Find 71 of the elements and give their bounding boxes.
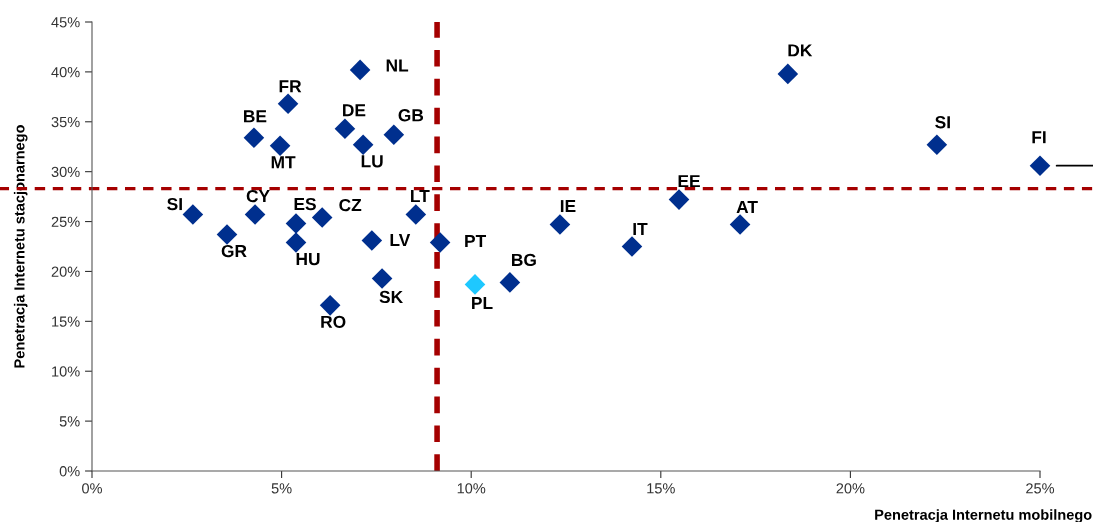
point [216, 224, 238, 245]
annotation: LV [390, 234, 411, 246]
annotation: SK [379, 290, 403, 304]
point [405, 204, 427, 225]
annotation: CZ [339, 198, 362, 212]
annotation: MT [271, 156, 296, 169]
point [269, 135, 291, 157]
x-tick-label: 15% [647, 483, 675, 494]
annotation: EE [678, 175, 700, 188]
point [777, 63, 799, 85]
point [621, 236, 643, 257]
y-axis-title: Penetracja Internetu stacjonarnego [13, 125, 28, 368]
point [334, 118, 356, 140]
annotation: SI [935, 116, 950, 129]
annotation: BE [244, 110, 267, 123]
point [285, 232, 307, 253]
annotation: DE [343, 104, 366, 117]
x-tick-label: 0% [82, 483, 103, 494]
y-tick-label: 25% [51, 216, 80, 227]
point [349, 59, 371, 81]
point [464, 274, 486, 295]
annotation: RO [321, 315, 346, 329]
y-tick-label: 45% [51, 17, 80, 28]
y-tick-label: 5% [59, 416, 80, 427]
annotation: SI [167, 197, 182, 211]
point [285, 213, 307, 234]
point [549, 214, 571, 235]
annotation: LU [361, 155, 383, 168]
point [182, 204, 204, 225]
x-axis-title: Penetracja Internetu mobilnego [875, 509, 1092, 522]
y-tick-label: 35% [51, 116, 80, 128]
annotation: FI [1032, 131, 1046, 144]
annotation: BG [512, 253, 536, 267]
y-tick-label: 30% [51, 166, 80, 178]
annotation: GB [398, 109, 424, 122]
y-tick-label: 15% [52, 316, 80, 327]
point [383, 124, 405, 146]
point [668, 189, 690, 210]
annotation: LT [411, 190, 430, 203]
annotation: CY [246, 189, 270, 203]
y-tick-label: 0% [59, 466, 80, 477]
annotation: FR [279, 80, 302, 93]
x-tick-label: 25% [1026, 483, 1055, 494]
annotation: HU [296, 253, 320, 266]
annotation: AT [736, 201, 758, 214]
point [352, 134, 374, 156]
point [243, 127, 265, 149]
point [729, 214, 751, 235]
annotation: NL [386, 59, 409, 72]
annotation: IE [560, 200, 576, 213]
annotation: DK [788, 44, 813, 57]
point [1029, 155, 1051, 176]
y-tick-label: 20% [51, 266, 80, 277]
annotation: IT [633, 223, 648, 235]
annotation: GR [221, 244, 247, 258]
point [361, 230, 383, 251]
annotation: PL [472, 296, 493, 309]
y-tick-label: 10% [52, 366, 80, 377]
point [429, 232, 451, 253]
point [499, 272, 521, 293]
annotation: PT [465, 235, 487, 247]
annotation: ES [294, 197, 316, 211]
point [319, 295, 341, 316]
x-tick-label: 20% [836, 483, 865, 494]
x-tick-label: 5% [271, 483, 292, 494]
x-tick-label: 10% [457, 483, 486, 494]
point [926, 134, 948, 156]
point [371, 268, 393, 289]
point [244, 204, 266, 225]
y-tick-label: 40% [51, 66, 80, 78]
point [277, 93, 299, 115]
